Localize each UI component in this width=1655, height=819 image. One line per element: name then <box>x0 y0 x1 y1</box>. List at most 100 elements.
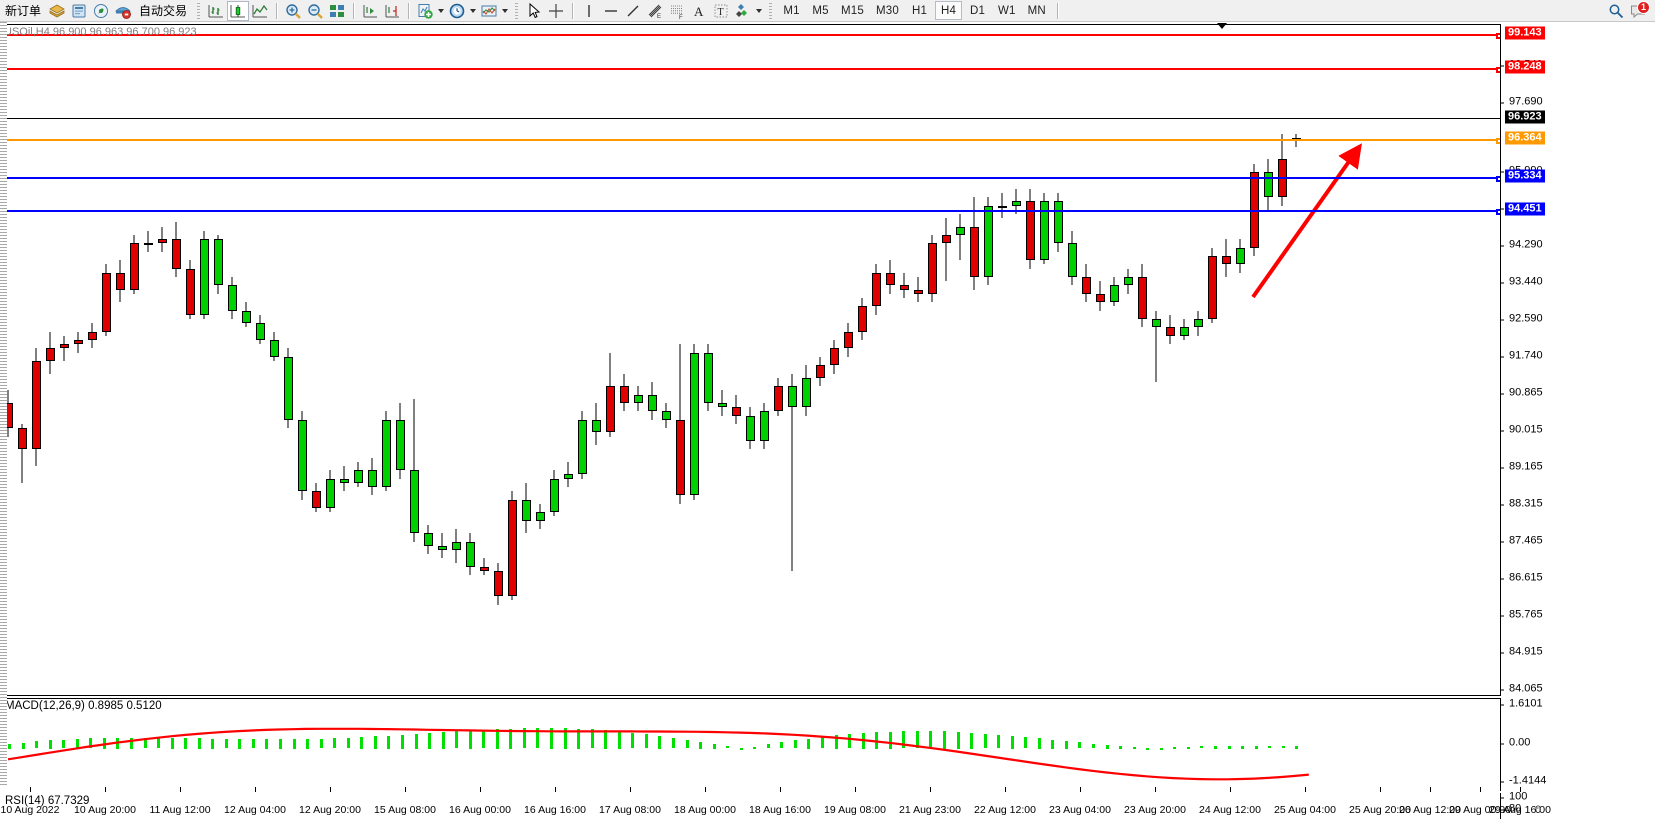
level-line-95334[interactable] <box>0 176 1500 182</box>
chat-button[interactable]: 1 <box>1627 0 1650 21</box>
chat-badge-count: 1 <box>1637 0 1650 14</box>
text-icon: A <box>694 4 704 19</box>
level-line-handle[interactable] <box>1496 67 1500 73</box>
candle-body <box>731 407 741 416</box>
timeframe-m15[interactable]: M15 <box>841 4 865 17</box>
toolbar-grip[interactable] <box>195 1 203 20</box>
text-label-button[interactable]: T <box>710 1 732 21</box>
zoom-out-button[interactable] <box>304 1 326 21</box>
fibonacci-button[interactable]: F <box>666 1 688 21</box>
candle-body <box>367 470 377 487</box>
price-pane[interactable]: USOil,H4 96.900 96.963 96.700 96.923 <box>0 24 1500 696</box>
cursor-button[interactable] <box>523 1 545 21</box>
timeframe-mn[interactable]: MN <box>1027 4 1046 17</box>
equidistant-channel-button[interactable]: E <box>644 1 666 21</box>
candlestick <box>1053 25 1063 695</box>
time-tick-mark <box>30 787 31 792</box>
macd-pane[interactable]: MACD(12,26,9) 0.8985 0.5120 <box>0 698 1500 791</box>
data-window-button[interactable] <box>326 1 348 21</box>
timeframe-w1[interactable]: W1 <box>998 4 1016 17</box>
macd-bar <box>1024 737 1028 749</box>
auto-trading-icon-button[interactable] <box>112 1 134 21</box>
period-button[interactable] <box>446 1 468 21</box>
candlestick <box>1081 25 1091 695</box>
chart-top-marker <box>1217 23 1227 29</box>
horizontal-line-button[interactable] <box>600 1 622 21</box>
terminal-icon-button[interactable] <box>68 1 90 21</box>
chart-left-scrollbar[interactable] <box>0 22 7 787</box>
time-axis[interactable]: 10 Aug 2022 10 Aug 20:00 11 Aug 12:00 12 Au… <box>0 787 1551 819</box>
toolbar-grip-2[interactable] <box>513 1 521 20</box>
level-line-96364[interactable] <box>0 138 1500 144</box>
line-chart-button[interactable] <box>249 1 271 21</box>
price-tag-98248[interactable]: 98.248 <box>1505 60 1545 74</box>
level-line-98248[interactable] <box>0 67 1500 73</box>
trendline-button[interactable] <box>622 1 644 21</box>
search-button[interactable] <box>1605 1 1627 21</box>
macd-bar <box>224 738 228 749</box>
price-tag-99143[interactable]: 99.143 <box>1505 26 1545 40</box>
level-line-handle[interactable] <box>1496 33 1500 39</box>
candlestick <box>171 25 181 695</box>
price-axis[interactable]: 98.54097.69095.99095.14094.29093.44092.5… <box>1500 24 1655 696</box>
timeframe-h1[interactable]: H1 <box>911 4 928 17</box>
candle-body <box>199 239 209 315</box>
new-order-button[interactable]: 新订单 <box>0 1 46 21</box>
candle-body <box>1137 277 1147 319</box>
time-tick-mark <box>1430 787 1431 792</box>
time-tick-mark <box>705 787 706 792</box>
price-tag-94451[interactable]: 94.451 <box>1505 202 1545 216</box>
svg-text:T: T <box>718 7 724 18</box>
templates-dropdown[interactable] <box>500 1 510 21</box>
crosshair-button[interactable] <box>545 1 567 21</box>
price-plot-area[interactable]: USOil,H4 96.900 96.963 96.700 96.923 <box>0 25 1500 695</box>
macd-bar <box>1173 747 1177 750</box>
templates-button[interactable] <box>478 1 500 21</box>
autoscroll-button[interactable] <box>359 1 381 21</box>
price-tag-96364[interactable]: 96.364 <box>1505 131 1545 145</box>
candle-body <box>745 415 755 441</box>
level-line-handle[interactable] <box>1496 138 1500 144</box>
toolbar-grip-3[interactable] <box>767 1 775 20</box>
vertical-line-button[interactable] <box>578 1 600 21</box>
toolbar-right-group: 1 <box>1605 0 1655 21</box>
level-line-handle[interactable] <box>1496 209 1500 215</box>
timeframe-m30[interactable]: M30 <box>876 4 899 17</box>
add-indicator-button[interactable] <box>414 1 436 21</box>
level-line-99143[interactable] <box>0 33 1500 39</box>
time-tick-label: 19 Aug 08:00 <box>824 804 886 816</box>
bar-chart-button[interactable] <box>205 1 227 21</box>
price-tag-current-96923[interactable]: 96.923 <box>1505 110 1545 124</box>
macd-bar <box>1010 735 1014 749</box>
line-chart-icon <box>252 4 268 17</box>
level-line-handle[interactable] <box>1496 176 1500 182</box>
rsi-axis: 1008050150 <box>1500 791 1655 819</box>
terminal-icon <box>72 4 86 17</box>
candlestick-chart-button[interactable] <box>227 0 250 21</box>
macd-plot-area[interactable]: MACD(12,26,9) 0.8985 0.5120 <box>0 699 1500 790</box>
candlestick-series <box>0 25 1500 695</box>
zoom-in-button[interactable] <box>282 1 304 21</box>
wallet-icon-button[interactable] <box>46 1 68 21</box>
auto-trading-button[interactable]: 自动交易 <box>134 1 192 21</box>
candle-body <box>451 541 461 550</box>
navigator-icon-button[interactable] <box>90 1 112 21</box>
candle-body <box>591 419 601 433</box>
objects-list-dropdown[interactable] <box>754 1 764 21</box>
chart-shift-button[interactable] <box>381 1 403 21</box>
macd-bar <box>631 732 635 749</box>
period-dropdown[interactable] <box>468 1 478 21</box>
timeframe-m5[interactable]: M5 <box>812 4 829 17</box>
timeframe-d1[interactable]: D1 <box>969 4 986 17</box>
svg-text:A: A <box>694 4 704 19</box>
level-line-94451[interactable] <box>0 209 1500 215</box>
text-button[interactable]: A <box>688 1 710 21</box>
timeframe-h4[interactable]: H4 <box>935 1 962 20</box>
macd-bar <box>482 729 486 749</box>
time-tick-mark <box>405 787 406 792</box>
timeframe-m1[interactable]: M1 <box>783 4 800 17</box>
add-indicator-dropdown[interactable] <box>436 1 446 21</box>
chart-workspace[interactable]: USOil,H4 96.900 96.963 96.700 96.923 98.… <box>0 22 1655 819</box>
objects-list-button[interactable] <box>732 1 754 21</box>
price-tag-95334[interactable]: 95.334 <box>1505 169 1545 183</box>
